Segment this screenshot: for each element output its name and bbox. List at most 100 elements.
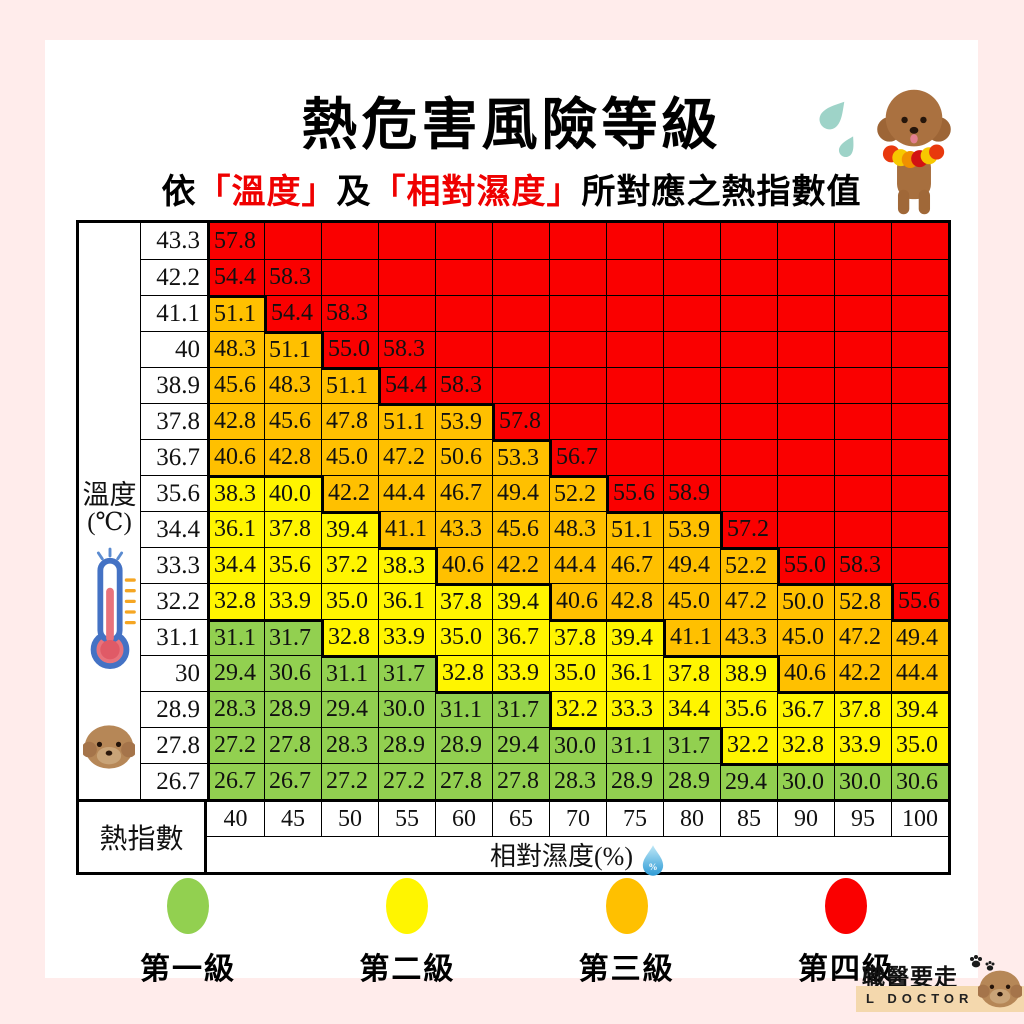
heat-index-cell: 37.2	[321, 547, 378, 583]
heat-index-cell: 43.3	[435, 511, 492, 547]
heat-index-cell: 30.0	[777, 763, 834, 799]
heat-index-cell: 37.8	[834, 691, 891, 727]
heat-index-cell: 47.2	[378, 439, 435, 475]
humidity-col-header: 95	[834, 799, 891, 836]
brand-name: 職醫要走	[862, 965, 958, 990]
heat-index-cell: 37.8	[549, 619, 606, 655]
heat-index-cell: 40.0	[264, 475, 321, 511]
heat-index-cell	[435, 259, 492, 295]
subtitle-highlight: 「相對濕度」	[371, 173, 582, 211]
legend-item: 第一級	[108, 878, 268, 988]
heat-index-cell: 42.8	[264, 439, 321, 475]
temp-row-header: 26.7	[141, 763, 207, 799]
humidity-col-header: 65	[492, 799, 549, 836]
heat-index-cell: 57.8	[492, 403, 549, 439]
heat-index-cell: 50.0	[777, 583, 834, 619]
heat-index-cell: 32.8	[321, 619, 378, 655]
humidity-col-header: 85	[720, 799, 777, 836]
heat-index-cell: 48.3	[207, 331, 264, 367]
heat-index-cell	[549, 295, 606, 331]
heat-index-cell: 48.3	[264, 367, 321, 403]
heat-index-cell: 52.8	[834, 583, 891, 619]
heat-index-cell: 31.7	[378, 655, 435, 691]
risk-legend: 第一級 第二級 第三級 第四級	[78, 878, 946, 988]
legend-color-dot	[386, 878, 429, 934]
heat-index-cell: 31.7	[264, 619, 321, 655]
poodle-illustration	[812, 86, 982, 218]
heat-index-cell	[321, 259, 378, 295]
heat-index-cell: 38.3	[207, 475, 264, 511]
heat-index-cell: 49.4	[492, 475, 549, 511]
logo-dog-face-icon	[978, 970, 1022, 1008]
heat-index-cell	[777, 439, 834, 475]
heat-index-cell	[777, 331, 834, 367]
heat-index-cell	[834, 295, 891, 331]
legend-label: 第三級	[578, 953, 675, 986]
heat-index-cell: 53.9	[435, 403, 492, 439]
heat-index-cell	[720, 475, 777, 511]
legend-label: 第一級	[140, 953, 236, 986]
heat-index-cell: 34.4	[663, 691, 720, 727]
heat-index-cell: 37.8	[264, 511, 321, 547]
heat-index-cell: 45.0	[321, 439, 378, 475]
temp-row-header: 42.2	[141, 259, 207, 295]
heat-index-cell	[891, 331, 948, 367]
heat-index-cell	[321, 223, 378, 259]
heat-index-cell	[777, 403, 834, 439]
heat-index-cell: 26.7	[207, 763, 264, 799]
heat-index-cell: 36.1	[606, 655, 663, 691]
subtitle-text: 依	[161, 173, 197, 211]
heat-index-cell	[720, 331, 777, 367]
heat-index-cell	[378, 259, 435, 295]
heat-index-cell: 39.4	[321, 511, 378, 547]
heat-index-cell: 54.4	[264, 295, 321, 331]
heat-index-cell: 35.0	[891, 727, 948, 763]
temp-axis-label: 溫度	[82, 480, 137, 510]
temp-row-header: 34.4	[141, 511, 207, 547]
heat-index-cell: 41.1	[378, 511, 435, 547]
heat-index-cell: 36.1	[207, 511, 264, 547]
water-drop-icon: %	[642, 844, 664, 876]
heat-index-cell	[777, 259, 834, 295]
heat-index-cell	[663, 223, 720, 259]
heat-index-cell: 39.4	[606, 619, 663, 655]
heat-index-cell	[720, 223, 777, 259]
heat-index-cell	[606, 403, 663, 439]
heat-index-cell: 54.4	[378, 367, 435, 403]
heat-index-cell: 40.6	[549, 583, 606, 619]
heat-index-cell: 45.0	[777, 619, 834, 655]
heat-index-cell	[549, 331, 606, 367]
heat-index-cell	[606, 295, 663, 331]
heat-index-cell	[264, 223, 321, 259]
heat-index-cell	[663, 295, 720, 331]
heat-index-cell	[435, 223, 492, 259]
legend-item: 第三級	[547, 878, 707, 988]
humidity-col-header: 40	[207, 799, 264, 836]
heat-index-cell: 35.6	[264, 547, 321, 583]
heat-index-cell: 58.3	[834, 547, 891, 583]
heat-index-cell: 32.8	[207, 583, 264, 619]
heat-index-cell	[834, 331, 891, 367]
heat-index-cell	[891, 295, 948, 331]
heat-index-cell: 29.4	[207, 655, 264, 691]
temp-row-header: 28.9	[141, 691, 207, 727]
heat-index-cell: 58.9	[663, 475, 720, 511]
heat-index-cell: 51.1	[321, 367, 378, 403]
heat-index-cell: 58.3	[321, 295, 378, 331]
heat-index-cell: 33.9	[834, 727, 891, 763]
heat-index-cell: 51.1	[207, 295, 264, 331]
heat-index-cell: 46.7	[435, 475, 492, 511]
heat-index-cell	[492, 223, 549, 259]
heat-index-cell	[834, 367, 891, 403]
heat-index-cell: 46.7	[606, 547, 663, 583]
temp-row-header: 36.7	[141, 439, 207, 475]
heat-index-cell: 53.3	[492, 439, 549, 475]
heat-index-cell	[378, 223, 435, 259]
temp-row-header: 38.9	[141, 367, 207, 403]
heat-index-cell	[549, 403, 606, 439]
heat-index-cell	[834, 439, 891, 475]
poodle-dog-icon	[877, 89, 951, 215]
heat-index-cell	[891, 259, 948, 295]
legend-label: 第二級	[359, 953, 456, 986]
heat-index-cell: 45.6	[264, 403, 321, 439]
